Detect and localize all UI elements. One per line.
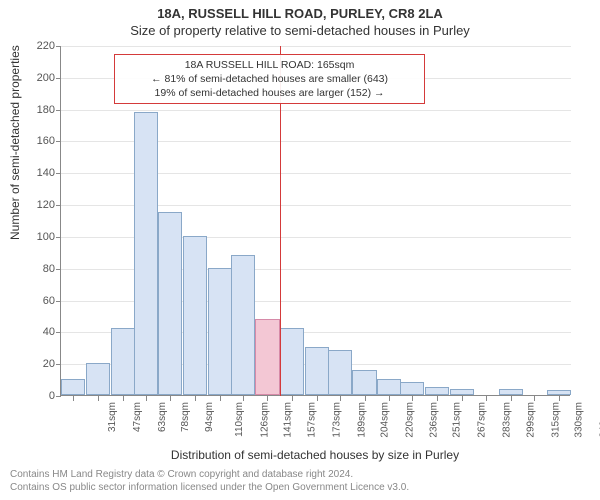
y-tick-mark	[56, 46, 61, 47]
y-tick-mark	[56, 237, 61, 238]
y-tick-mark	[56, 396, 61, 397]
y-tick-label: 140	[27, 167, 55, 179]
x-tick-mark	[389, 396, 390, 401]
y-axis-label: Number of semi-detached properties	[8, 45, 22, 240]
y-tick-mark	[56, 110, 61, 111]
y-tick-label: 160	[27, 135, 55, 147]
x-tick-mark	[73, 396, 74, 401]
x-tick-mark	[340, 396, 341, 401]
chart-area: 02040608010012014016018020022031sqm47sqm…	[60, 46, 570, 396]
histogram-bar	[134, 112, 158, 395]
y-tick-mark	[56, 301, 61, 302]
x-tick-label: 251sqm	[452, 402, 463, 438]
y-tick-mark	[56, 141, 61, 142]
histogram-bar	[450, 389, 474, 395]
x-tick-label: 283sqm	[501, 402, 512, 438]
histogram-bar	[86, 363, 110, 395]
histogram-bar	[377, 379, 401, 395]
x-tick-mark	[486, 396, 487, 401]
x-tick-mark	[462, 396, 463, 401]
x-tick-mark	[243, 396, 244, 401]
x-tick-mark	[170, 396, 171, 401]
histogram-bar	[208, 268, 232, 395]
histogram-bar	[425, 387, 449, 395]
histogram-bar	[305, 347, 329, 395]
y-tick-label: 180	[27, 104, 55, 116]
x-tick-label: 110sqm	[234, 402, 245, 437]
y-tick-label: 120	[27, 199, 55, 211]
gridline	[61, 46, 571, 47]
y-tick-label: 80	[27, 263, 55, 275]
page-subtitle: Size of property relative to semi-detach…	[0, 21, 600, 38]
y-tick-label: 100	[27, 231, 55, 243]
histogram-bar	[547, 390, 571, 395]
x-tick-label: 31sqm	[107, 402, 118, 432]
x-tick-label: 141sqm	[282, 402, 293, 438]
y-tick-label: 220	[27, 40, 55, 52]
y-tick-label: 200	[27, 72, 55, 84]
y-tick-mark	[56, 78, 61, 79]
x-tick-label: 63sqm	[157, 402, 168, 432]
histogram-bar	[158, 212, 182, 395]
x-tick-label: 236sqm	[429, 402, 440, 438]
y-tick-label: 20	[27, 358, 55, 370]
x-tick-mark	[317, 396, 318, 401]
x-tick-mark	[365, 396, 366, 401]
x-tick-label: 78sqm	[180, 402, 191, 432]
histogram-bar	[499, 389, 523, 395]
x-tick-mark	[98, 396, 99, 401]
x-tick-label: 173sqm	[332, 402, 343, 438]
y-tick-label: 60	[27, 295, 55, 307]
histogram-bar	[280, 328, 304, 395]
x-tick-label: 157sqm	[307, 402, 318, 438]
y-tick-mark	[56, 269, 61, 270]
page-title: 18A, RUSSELL HILL ROAD, PURLEY, CR8 2LA	[0, 0, 600, 21]
x-tick-label: 126sqm	[259, 402, 270, 438]
histogram-bar	[111, 328, 135, 395]
histogram-bar-highlight	[255, 319, 279, 395]
histogram-bar	[400, 382, 424, 395]
x-tick-label: 299sqm	[526, 402, 537, 438]
x-tick-mark	[146, 396, 147, 401]
x-tick-mark	[511, 396, 512, 401]
histogram-bar	[183, 236, 207, 395]
x-tick-mark	[559, 396, 560, 401]
annotation-box: 18A RUSSELL HILL ROAD: 165sqm ← 81% of s…	[114, 54, 425, 105]
annotation-line-3: 19% of semi-detached houses are larger (…	[121, 86, 418, 100]
x-tick-label: 315sqm	[550, 402, 561, 438]
x-tick-mark	[437, 396, 438, 401]
x-tick-label: 204sqm	[379, 402, 390, 438]
histogram-bar	[352, 370, 376, 395]
x-tick-mark	[412, 396, 413, 401]
gridline	[61, 110, 571, 111]
footer-attribution: Contains HM Land Registry data © Crown c…	[10, 468, 409, 494]
x-tick-mark	[267, 396, 268, 401]
histogram-bar	[328, 350, 352, 395]
x-tick-mark	[534, 396, 535, 401]
y-tick-mark	[56, 364, 61, 365]
x-tick-label: 189sqm	[356, 402, 367, 438]
x-tick-label: 330sqm	[574, 402, 585, 438]
footer-line-2: Contains OS public sector information li…	[10, 481, 409, 494]
x-axis-label: Distribution of semi-detached houses by …	[60, 448, 570, 462]
footer-line-1: Contains HM Land Registry data © Crown c…	[10, 468, 409, 481]
x-tick-mark	[123, 396, 124, 401]
x-tick-mark	[195, 396, 196, 401]
x-tick-mark	[292, 396, 293, 401]
x-tick-label: 94sqm	[204, 402, 215, 432]
annotation-line-1: 18A RUSSELL HILL ROAD: 165sqm	[121, 58, 418, 72]
y-tick-label: 0	[27, 390, 55, 402]
annotation-line-2: ← 81% of semi-detached houses are smalle…	[121, 72, 418, 86]
y-tick-label: 40	[27, 326, 55, 338]
histogram-bar	[61, 379, 85, 395]
y-tick-mark	[56, 205, 61, 206]
histogram-bar	[231, 255, 255, 395]
x-tick-label: 267sqm	[477, 402, 488, 438]
x-tick-mark	[220, 396, 221, 401]
x-tick-label: 220sqm	[404, 402, 415, 438]
y-tick-mark	[56, 332, 61, 333]
x-tick-label: 47sqm	[132, 402, 143, 432]
y-tick-mark	[56, 173, 61, 174]
